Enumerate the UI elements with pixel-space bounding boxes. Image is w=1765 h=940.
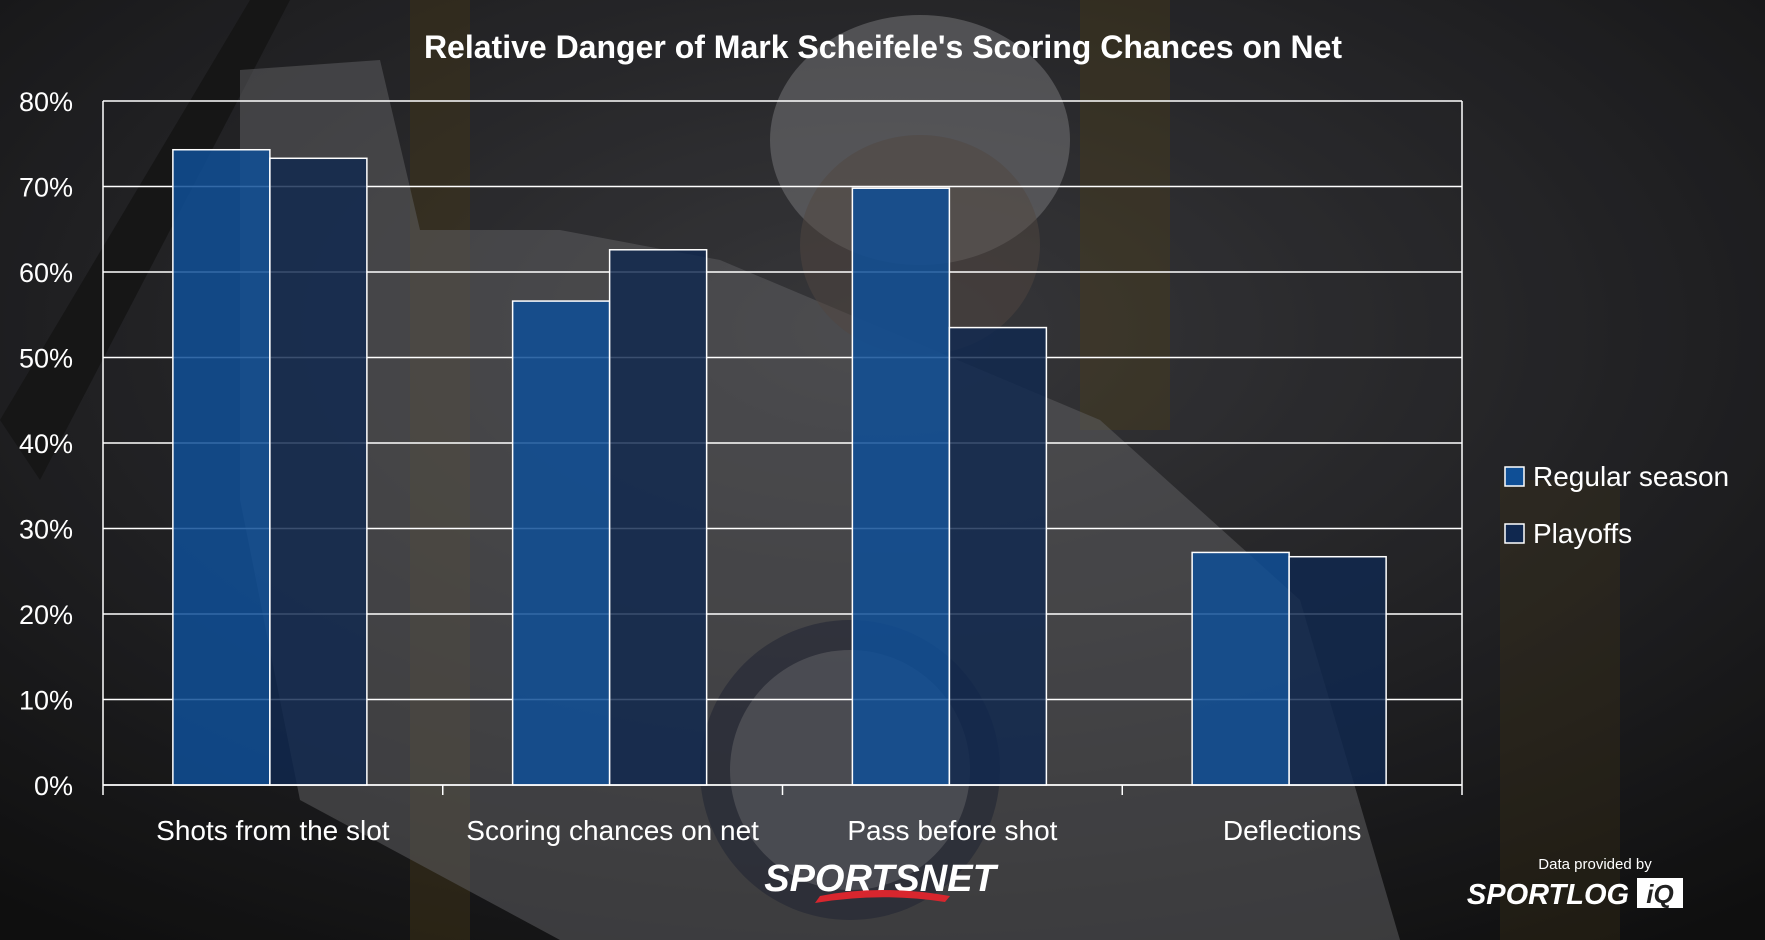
sportsnet-swoosh [815, 890, 950, 903]
x-category-label: Deflections [1223, 815, 1362, 846]
bar-regular-season [1191, 551, 1290, 786]
y-tick-label: 30% [19, 515, 73, 545]
y-tick-label: 60% [19, 258, 73, 288]
bar-regular-season [511, 300, 611, 786]
legend: Regular season Playoffs [1504, 461, 1729, 549]
x-category-label: Shots from the slot [156, 815, 390, 846]
sportlogiq-iq-text: iQ [1646, 879, 1673, 909]
sportlogiq-credit: Data provided by SPORTLOG iQ [1467, 856, 1683, 911]
y-tick-label: 20% [19, 600, 73, 630]
y-tick-label: 10% [19, 686, 73, 716]
bar-playoffs [1288, 555, 1387, 786]
legend-swatch [1504, 466, 1525, 487]
bar-regular-season [172, 148, 271, 786]
bar-regular-season [851, 187, 951, 786]
y-axis-ticks: 0% 10% 20% 30% 40% 50% 60% 70% 80% [19, 87, 73, 801]
bar-playoffs [948, 326, 1048, 786]
y-tick-label: 50% [19, 344, 73, 374]
legend-swatch [1504, 523, 1525, 544]
y-tick-label: 40% [19, 429, 73, 459]
credit-line: Data provided by [1538, 856, 1652, 873]
chart-title: Relative Danger of Mark Scheifele's Scor… [424, 29, 1342, 65]
y-tick-label: 0% [34, 771, 73, 801]
legend-label: Playoffs [1533, 518, 1632, 549]
y-tick-label: 80% [19, 87, 73, 117]
bar-playoffs [608, 249, 708, 786]
legend-label: Regular season [1533, 461, 1729, 492]
x-category-label: Pass before shot [847, 815, 1057, 846]
sportlogiq-wordmark: SPORTLOG [1467, 879, 1629, 911]
x-category-label: Scoring chances on net [466, 815, 759, 846]
x-axis: Shots from the slot Scoring chances on ne… [102, 784, 1463, 846]
bar-playoffs [269, 157, 368, 786]
sportlogiq-iq-badge [1637, 878, 1683, 908]
y-tick-label: 70% [19, 173, 73, 203]
bars [172, 148, 1387, 786]
sportsnet-logo: SPORTSNET [764, 858, 999, 903]
